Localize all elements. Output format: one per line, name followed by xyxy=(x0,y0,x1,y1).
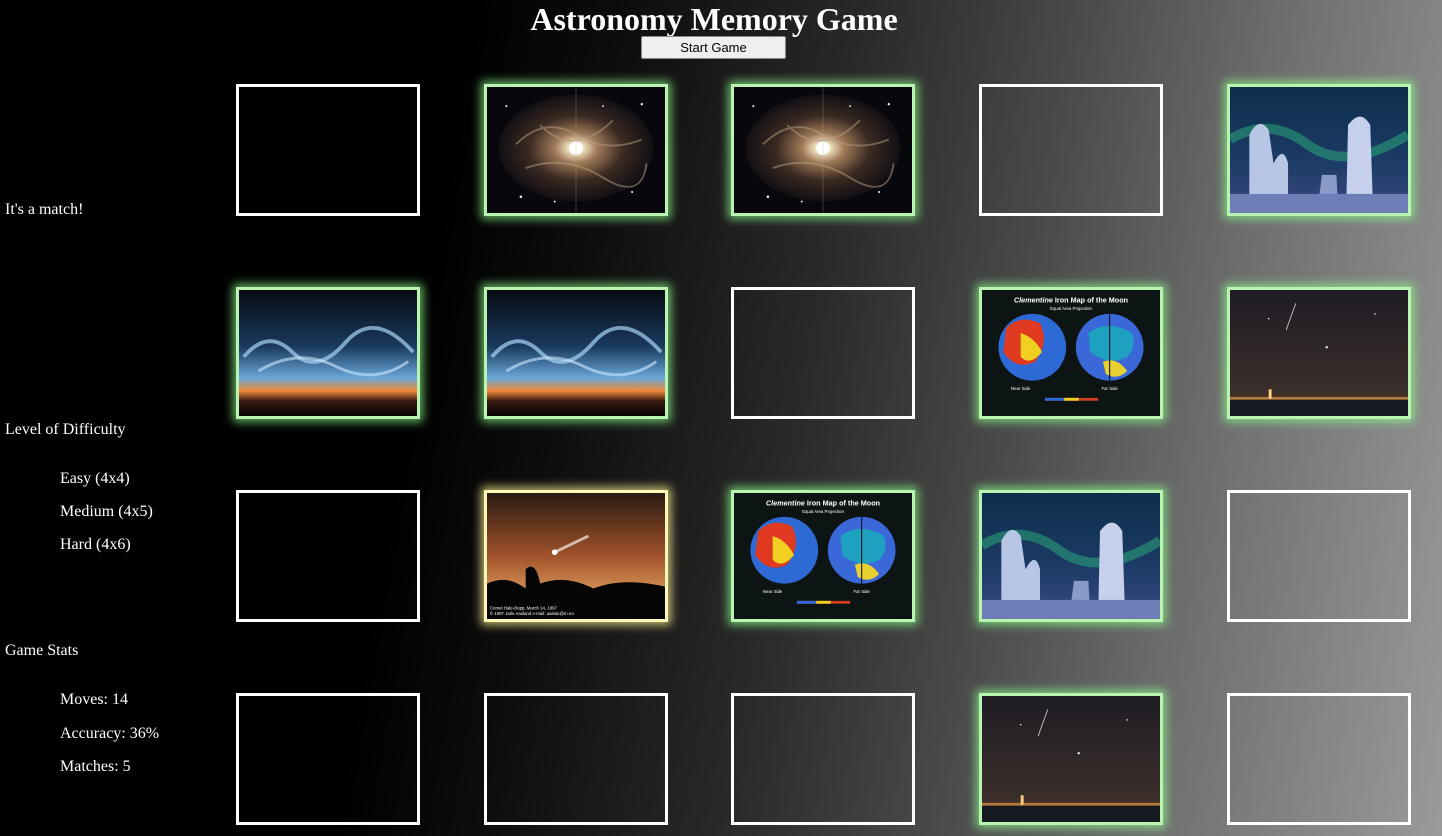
status-message: It's a match! xyxy=(5,201,84,218)
memory-card[interactable] xyxy=(484,287,668,419)
svg-text:Far Side: Far Side xyxy=(853,589,870,594)
night-sky-lake-icon xyxy=(1230,290,1408,416)
svg-text:Equal Area Projection: Equal Area Projection xyxy=(802,509,844,514)
svg-text:Far Side: Far Side xyxy=(1101,386,1118,391)
snowy-trees-aurora-icon xyxy=(1230,87,1408,213)
svg-text:Comet Hale-Bopp, March 14, 199: Comet Hale-Bopp, March 14, 1997 xyxy=(490,605,558,610)
svg-text:© 1997 Jarle Aasland e-mail: a: © 1997 Jarle Aasland e-mail: aaslan@rn.n… xyxy=(490,611,574,616)
moon-iron-map-icon: Clementine Iron Map of the Moon Equal Ar… xyxy=(982,290,1160,416)
difficulty-option-hard[interactable]: Hard (4x6) xyxy=(60,536,131,553)
difficulty-heading: Level of Difficulty xyxy=(5,421,126,438)
stat-accuracy: Accuracy: 36% xyxy=(60,725,160,742)
memory-card[interactable] xyxy=(236,693,420,825)
svg-text:Clementine Iron Map of the Moo: Clementine Iron Map of the Moon xyxy=(766,498,880,507)
difficulty-option-easy[interactable]: Easy (4x4) xyxy=(60,470,130,487)
memory-card[interactable] xyxy=(236,490,420,622)
memory-card[interactable] xyxy=(979,693,1163,825)
night-sky-lake-icon xyxy=(982,696,1160,822)
memory-card[interactable] xyxy=(731,84,915,216)
svg-text:Equal Area Projection: Equal Area Projection xyxy=(1050,306,1092,311)
memory-card[interactable] xyxy=(1227,693,1411,825)
memory-card[interactable] xyxy=(1227,490,1411,622)
svg-text:Near Side: Near Side xyxy=(763,589,783,594)
memory-card[interactable] xyxy=(236,287,420,419)
start-game-button[interactable]: Start Game xyxy=(641,36,786,59)
memory-card[interactable]: Clementine Iron Map of the Moon Equal Ar… xyxy=(731,490,915,622)
memory-card[interactable] xyxy=(731,287,915,419)
noctilucent-clouds-icon xyxy=(239,290,417,416)
snowy-trees-aurora-icon xyxy=(982,493,1160,619)
memory-card[interactable] xyxy=(484,84,668,216)
nebula-icon xyxy=(487,87,665,213)
memory-card[interactable] xyxy=(979,84,1163,216)
stat-matches: Matches: 5 xyxy=(60,758,131,775)
memory-card[interactable] xyxy=(1227,287,1411,419)
memory-card[interactable] xyxy=(1227,84,1411,216)
memory-card[interactable] xyxy=(979,490,1163,622)
svg-text:Near Side: Near Side xyxy=(1011,386,1031,391)
game-stats-heading: Game Stats xyxy=(5,642,79,659)
difficulty-option-medium[interactable]: Medium (4x5) xyxy=(60,503,153,520)
noctilucent-clouds-icon xyxy=(487,290,665,416)
memory-card[interactable]: Clementine Iron Map of the Moon Equal Ar… xyxy=(979,287,1163,419)
moon-iron-map-icon: Clementine Iron Map of the Moon Equal Ar… xyxy=(734,493,912,619)
memory-card[interactable] xyxy=(236,84,420,216)
memory-card[interactable] xyxy=(731,693,915,825)
nebula-icon xyxy=(734,87,912,213)
memory-card[interactable]: Comet Hale-Bopp, March 14, 1997 © 1997 J… xyxy=(484,490,668,622)
memory-card[interactable] xyxy=(484,693,668,825)
stat-moves: Moves: 14 xyxy=(60,691,128,708)
page-title: Astronomy Memory Game xyxy=(530,1,898,37)
svg-text:Clementine Iron Map of the Moo: Clementine Iron Map of the Moon xyxy=(1014,295,1128,304)
comet-hale-bopp-icon: Comet Hale-Bopp, March 14, 1997 © 1997 J… xyxy=(487,493,665,619)
